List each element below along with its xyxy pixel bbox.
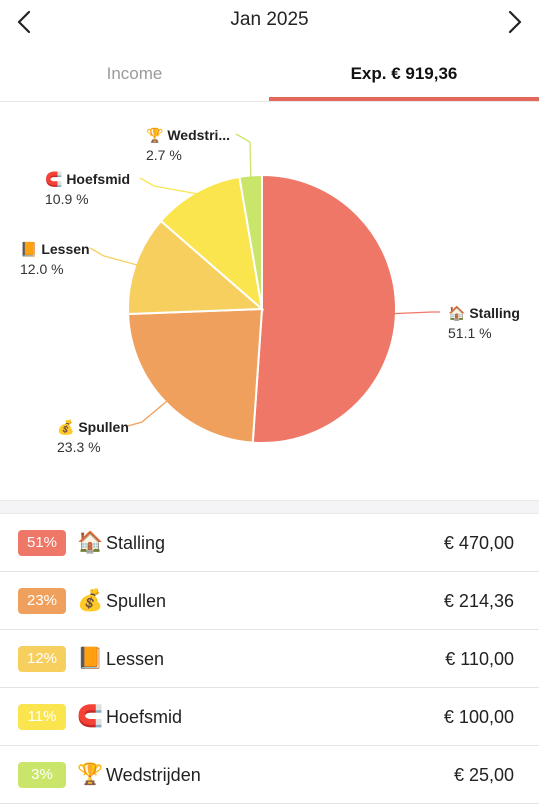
pie-label-name: 💰 Spullen	[57, 419, 129, 436]
category-amount: € 25,00	[453, 765, 514, 785]
category-icon: 🏆	[77, 763, 104, 786]
category-icon: 💰	[77, 589, 104, 612]
category-label: Hoefsmid	[106, 707, 183, 727]
active-tab-indicator	[269, 97, 539, 101]
percent-badge: 11%	[18, 704, 66, 730]
pie-label-percent: 12.0 %	[20, 261, 64, 277]
percent-badge: 12%	[18, 646, 66, 672]
category-label: Wedstrijden	[106, 765, 201, 785]
month-title: Jan 2025	[230, 9, 309, 30]
category-list: 51% 🏠 Stalling € 470,00 23% 💰 Spullen € 214,36 1…	[0, 514, 539, 804]
pie-leader-line	[235, 133, 252, 178]
category-row-spullen[interactable]: 23% 💰 Spullen € 214,36	[0, 572, 539, 630]
category-amount: € 100,00	[443, 707, 514, 727]
pie-leader-line	[127, 400, 168, 427]
chevron-left-icon	[17, 10, 31, 34]
category-icon: 📙	[77, 647, 104, 670]
tab-income[interactable]: Income	[106, 64, 163, 83]
pie-label-percent: 51.1 %	[448, 325, 492, 341]
category-row-lessen[interactable]: 12% 📙 Lessen € 110,00	[0, 630, 539, 688]
previous-month-button[interactable]	[11, 8, 39, 36]
category-label: Lessen	[106, 649, 165, 669]
category-amount: € 214,36	[443, 591, 514, 611]
pie-label-percent: 2.7 %	[146, 147, 182, 163]
category-label: Stalling	[106, 533, 166, 553]
pie-slice-hoefsmid[interactable]	[159, 175, 264, 312]
pie-slice-spullen[interactable]	[127, 307, 264, 444]
expense-pie-chart: 🏠 Stalling 51.1 % 💰 Spullen 23.3 % 📙 Lessen 1…	[20, 127, 520, 455]
chevron-right-icon	[508, 10, 522, 34]
category-amount: € 470,00	[443, 533, 514, 553]
pie-leader-line	[89, 247, 138, 266]
pie-label-percent: 23.3 %	[57, 439, 101, 455]
category-icon: 🏠	[77, 531, 104, 554]
next-month-button[interactable]	[500, 8, 528, 36]
percent-badge: 3%	[18, 762, 66, 788]
category-label: Spullen	[106, 591, 167, 611]
pie-label-name: 🧲 Hoefsmid	[45, 171, 130, 188]
pie-leader-line	[139, 177, 198, 195]
category-icon: 🧲	[77, 705, 104, 728]
pie-label-name: 🏠 Stalling	[448, 305, 520, 322]
category-row-wedstrijden[interactable]: 3% 🏆 Wedstrijden € 25,00	[0, 746, 539, 804]
pie-label-name: 🏆 Wedstri...	[146, 127, 230, 144]
tab-bar: Income Exp. € 919,36	[0, 48, 539, 102]
pie-leader-line	[393, 311, 440, 315]
header-bar: Jan 2025	[0, 0, 539, 44]
section-divider	[0, 500, 539, 514]
pie-slice-stalling[interactable]	[251, 173, 398, 444]
category-amount: € 110,00	[445, 649, 514, 669]
pie-label-percent: 10.9 %	[45, 191, 89, 207]
percent-badge: 51%	[18, 530, 66, 556]
category-row-hoefsmid[interactable]: 11% 🧲 Hoefsmid € 100,00	[0, 688, 539, 746]
category-row-stalling[interactable]: 51% 🏠 Stalling € 470,00	[0, 514, 539, 572]
tab-expense[interactable]: Exp. € 919,36	[350, 64, 458, 83]
pie-chart-area: 🏠 Stalling 51.1 % 💰 Spullen 23.3 % 📙 Lessen 1…	[0, 102, 539, 500]
pie-label-name: 📙 Lessen	[20, 241, 90, 257]
percent-badge: 23%	[18, 588, 66, 614]
